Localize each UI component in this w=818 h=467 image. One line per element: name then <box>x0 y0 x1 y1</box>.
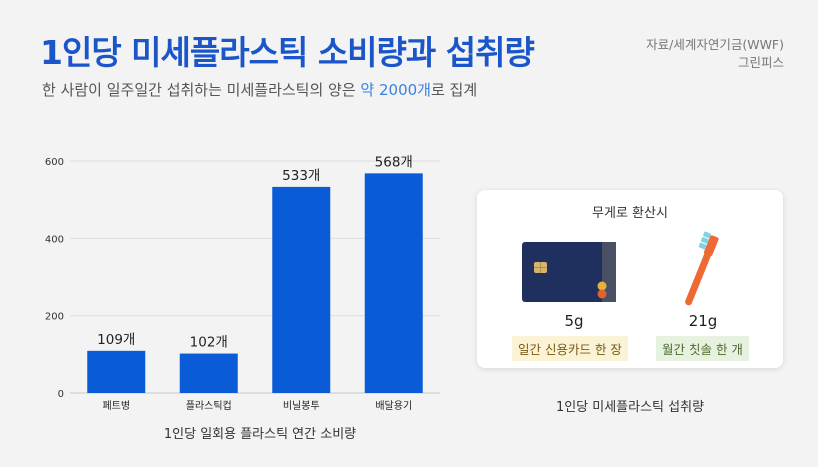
weight-card: 무게로 환산시 5g 21g 일간 신용카드 한 장 월간 칫솔 한 개 <box>477 190 783 368</box>
data-label: 568개 <box>375 154 413 170</box>
bar <box>364 173 423 393</box>
source-line-2: 그린피스 <box>737 55 784 70</box>
toothbrush-weight: 21g <box>688 312 718 330</box>
card-equivalent-label: 일간 신용카드 한 장 <box>512 336 628 361</box>
y-tick-label: 600 <box>45 157 64 168</box>
data-label: 102개 <box>190 335 228 351</box>
x-tick-label: 페트병 <box>102 400 130 412</box>
data-label: 109개 <box>97 332 135 348</box>
card-title: 무게로 환산시 <box>592 206 668 221</box>
subtitle-text: 한 사람이 일주일간 섭취하는 미세플라스틱의 양은 <box>42 81 361 99</box>
toothbrush-icon <box>685 231 719 306</box>
card-caption: 1인당 미세플라스틱 섭취량 <box>555 400 705 415</box>
chart-xlabel: 1인당 일회용 플라스틱 연간 소비량 <box>163 427 357 442</box>
x-tick-label: 플라스틱컵 <box>186 399 232 412</box>
subtitle-highlight: 약 2000개 <box>360 81 431 99</box>
source-line-1: 자료/세계자연기금(WWF) <box>646 37 784 52</box>
card-weight-1: 5g <box>564 312 584 330</box>
x-tick-label: 배달용기 <box>375 400 412 412</box>
bar <box>87 350 146 393</box>
credit-card-icon <box>522 242 616 302</box>
y-tick-label: 200 <box>45 312 64 323</box>
page-title: 1인당 미세플라스틱 소비량과 섭취량 <box>40 33 535 72</box>
toothbrush-equivalent-label: 월간 칫솔 한 개 <box>656 336 749 361</box>
bar <box>272 186 331 393</box>
y-tick-label: 0 <box>58 389 64 400</box>
x-tick-label: 비닐봉투 <box>283 400 320 412</box>
data-label: 533개 <box>282 168 320 184</box>
source-note: 자료/세계자연기금(WWF) 그린피스 <box>646 36 784 72</box>
subtitle-suffix: 로 집계 <box>430 81 478 99</box>
page-subtitle: 한 사람이 일주일간 섭취하는 미세플라스틱의 양은 약 2000개로 집계 <box>42 79 477 100</box>
y-tick-label: 400 <box>45 234 64 245</box>
bar <box>179 353 238 393</box>
